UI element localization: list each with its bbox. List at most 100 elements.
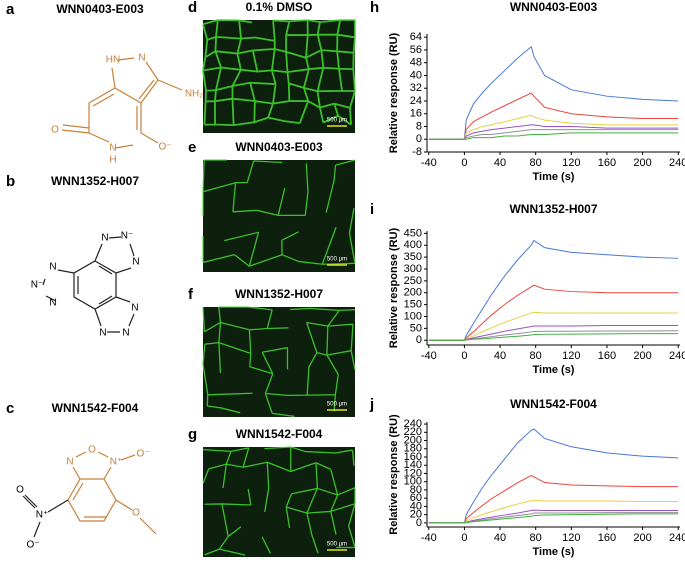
structure-b: N N⁻ N N N N N⁻ N N <box>31 231 140 339</box>
y-tick-label: 50 <box>410 322 422 334</box>
series-line <box>428 124 679 140</box>
atom-label: N <box>109 143 116 154</box>
atom-label: O <box>16 485 24 496</box>
y-tick-label: 0 <box>416 517 422 529</box>
y-tick-label: 16 <box>410 108 422 120</box>
x-tick-label: 0 <box>461 532 467 544</box>
image-title: 0.1% DMSO <box>246 0 313 14</box>
series-line <box>428 311 679 341</box>
micrographs: d 0.1% DMSO 500 μm e WNN0403-E003 500 μm f WNN1… <box>188 0 356 557</box>
y-tick-label: 300 <box>404 263 422 275</box>
y-axis-label: Relative response (RU) <box>388 414 400 535</box>
atom-label: N <box>49 262 56 273</box>
series-line <box>428 499 679 524</box>
atom-label: N <box>101 233 108 244</box>
atom-label: H <box>109 155 116 166</box>
panel-letter: i <box>370 201 374 218</box>
atom-label: N <box>131 303 138 314</box>
y-tick-label: 120 <box>404 467 422 479</box>
y-tick-label: 32 <box>410 82 422 94</box>
atom-label: O <box>88 445 96 456</box>
network <box>202 446 356 556</box>
panel-letter: j <box>369 396 374 413</box>
atom-label: N⁺ <box>36 510 49 521</box>
y-tick-label: 100 <box>404 476 422 488</box>
chart-title: WNN1352-H007 <box>509 202 597 216</box>
compound-name: WNN0403-E003 <box>56 2 144 16</box>
y-tick-label: 40 <box>410 69 422 81</box>
series-line <box>428 129 679 140</box>
y-tick-label: 350 <box>404 251 422 263</box>
y-tick-label: 60 <box>410 492 422 504</box>
panel-letter: c <box>6 400 14 417</box>
structure-c: N O N⁺ O⁻ O N⁺ O⁻ O <box>16 445 157 551</box>
micrograph <box>203 20 355 133</box>
y-tick-label: 450 <box>404 227 422 239</box>
atom-label: O⁻ <box>158 142 171 153</box>
series-line <box>428 284 679 341</box>
x-tick-label: 40 <box>494 532 506 544</box>
x-tick-label: 80 <box>530 157 542 169</box>
image-title: WNN0403-E003 <box>235 140 323 154</box>
chart-title: WNN0403-E003 <box>510 0 598 14</box>
y-tick-label: 220 <box>404 426 422 438</box>
atom-label: N⁻ <box>121 231 134 242</box>
scale-label: 500 μm <box>327 402 347 408</box>
series-line <box>428 509 679 524</box>
atom-label: N <box>99 328 106 339</box>
compound-name: WNN1542-F004 <box>52 401 139 415</box>
series-line <box>428 513 679 524</box>
scale-label: 500 μm <box>327 257 347 263</box>
x-tick-label: 240 <box>669 532 685 544</box>
y-tick-label: 64 <box>410 31 422 43</box>
series-line <box>428 132 679 140</box>
y-axis-label: Relative response (RU) <box>388 32 400 153</box>
x-tick-label: 200 <box>633 350 651 362</box>
x-tick-label: 80 <box>530 532 542 544</box>
network <box>202 306 356 418</box>
x-tick-label: -40 <box>421 350 437 362</box>
panel-letter: h <box>370 0 379 16</box>
x-tick-label: 120 <box>562 157 580 169</box>
series-line <box>428 428 679 524</box>
atom-label: N <box>49 298 56 309</box>
y-tick-label: -8 <box>412 146 422 158</box>
image-title: WNN1542-F004 <box>236 427 323 441</box>
scale-label: 500 μm <box>327 118 347 124</box>
series-line <box>428 239 679 341</box>
atom-label: NH₂ <box>185 89 203 100</box>
atom-label: N <box>132 257 139 268</box>
network <box>202 159 356 267</box>
y-tick-label: 150 <box>404 299 422 311</box>
atom-label: N <box>138 53 145 64</box>
series-line <box>428 45 679 140</box>
y-tick-label: 0 <box>416 334 422 346</box>
atom-label: O⁻ <box>26 540 39 551</box>
x-tick-label: 160 <box>598 157 616 169</box>
y-tick-label: 100 <box>404 310 422 322</box>
x-tick-label: 0 <box>461 350 467 362</box>
structure-a: HN N NH₂ O N H O⁻ <box>51 53 203 166</box>
x-axis-label: Time (s) <box>533 546 575 558</box>
atom-label: N <box>66 457 73 468</box>
x-tick-label: 240 <box>669 157 685 169</box>
x-tick-label: 160 <box>598 532 616 544</box>
x-tick-label: 40 <box>494 157 506 169</box>
scale-label: 500 μm <box>327 542 347 548</box>
x-axis-label: Time (s) <box>533 171 575 183</box>
micrograph <box>203 447 355 557</box>
y-tick-label: 240 <box>404 418 422 430</box>
x-tick-label: 200 <box>633 157 651 169</box>
panel-letter: d <box>188 0 197 16</box>
y-tick-label: 400 <box>404 239 422 251</box>
x-tick-label: 160 <box>598 350 616 362</box>
x-tick-label: 40 <box>494 350 506 362</box>
y-tick-label: 250 <box>404 275 422 287</box>
x-tick-label: 240 <box>669 350 685 362</box>
y-tick-label: 40 <box>410 500 422 512</box>
x-tick-label: 200 <box>633 532 651 544</box>
atom-label: N <box>122 328 129 339</box>
y-tick-label: 56 <box>410 44 422 56</box>
